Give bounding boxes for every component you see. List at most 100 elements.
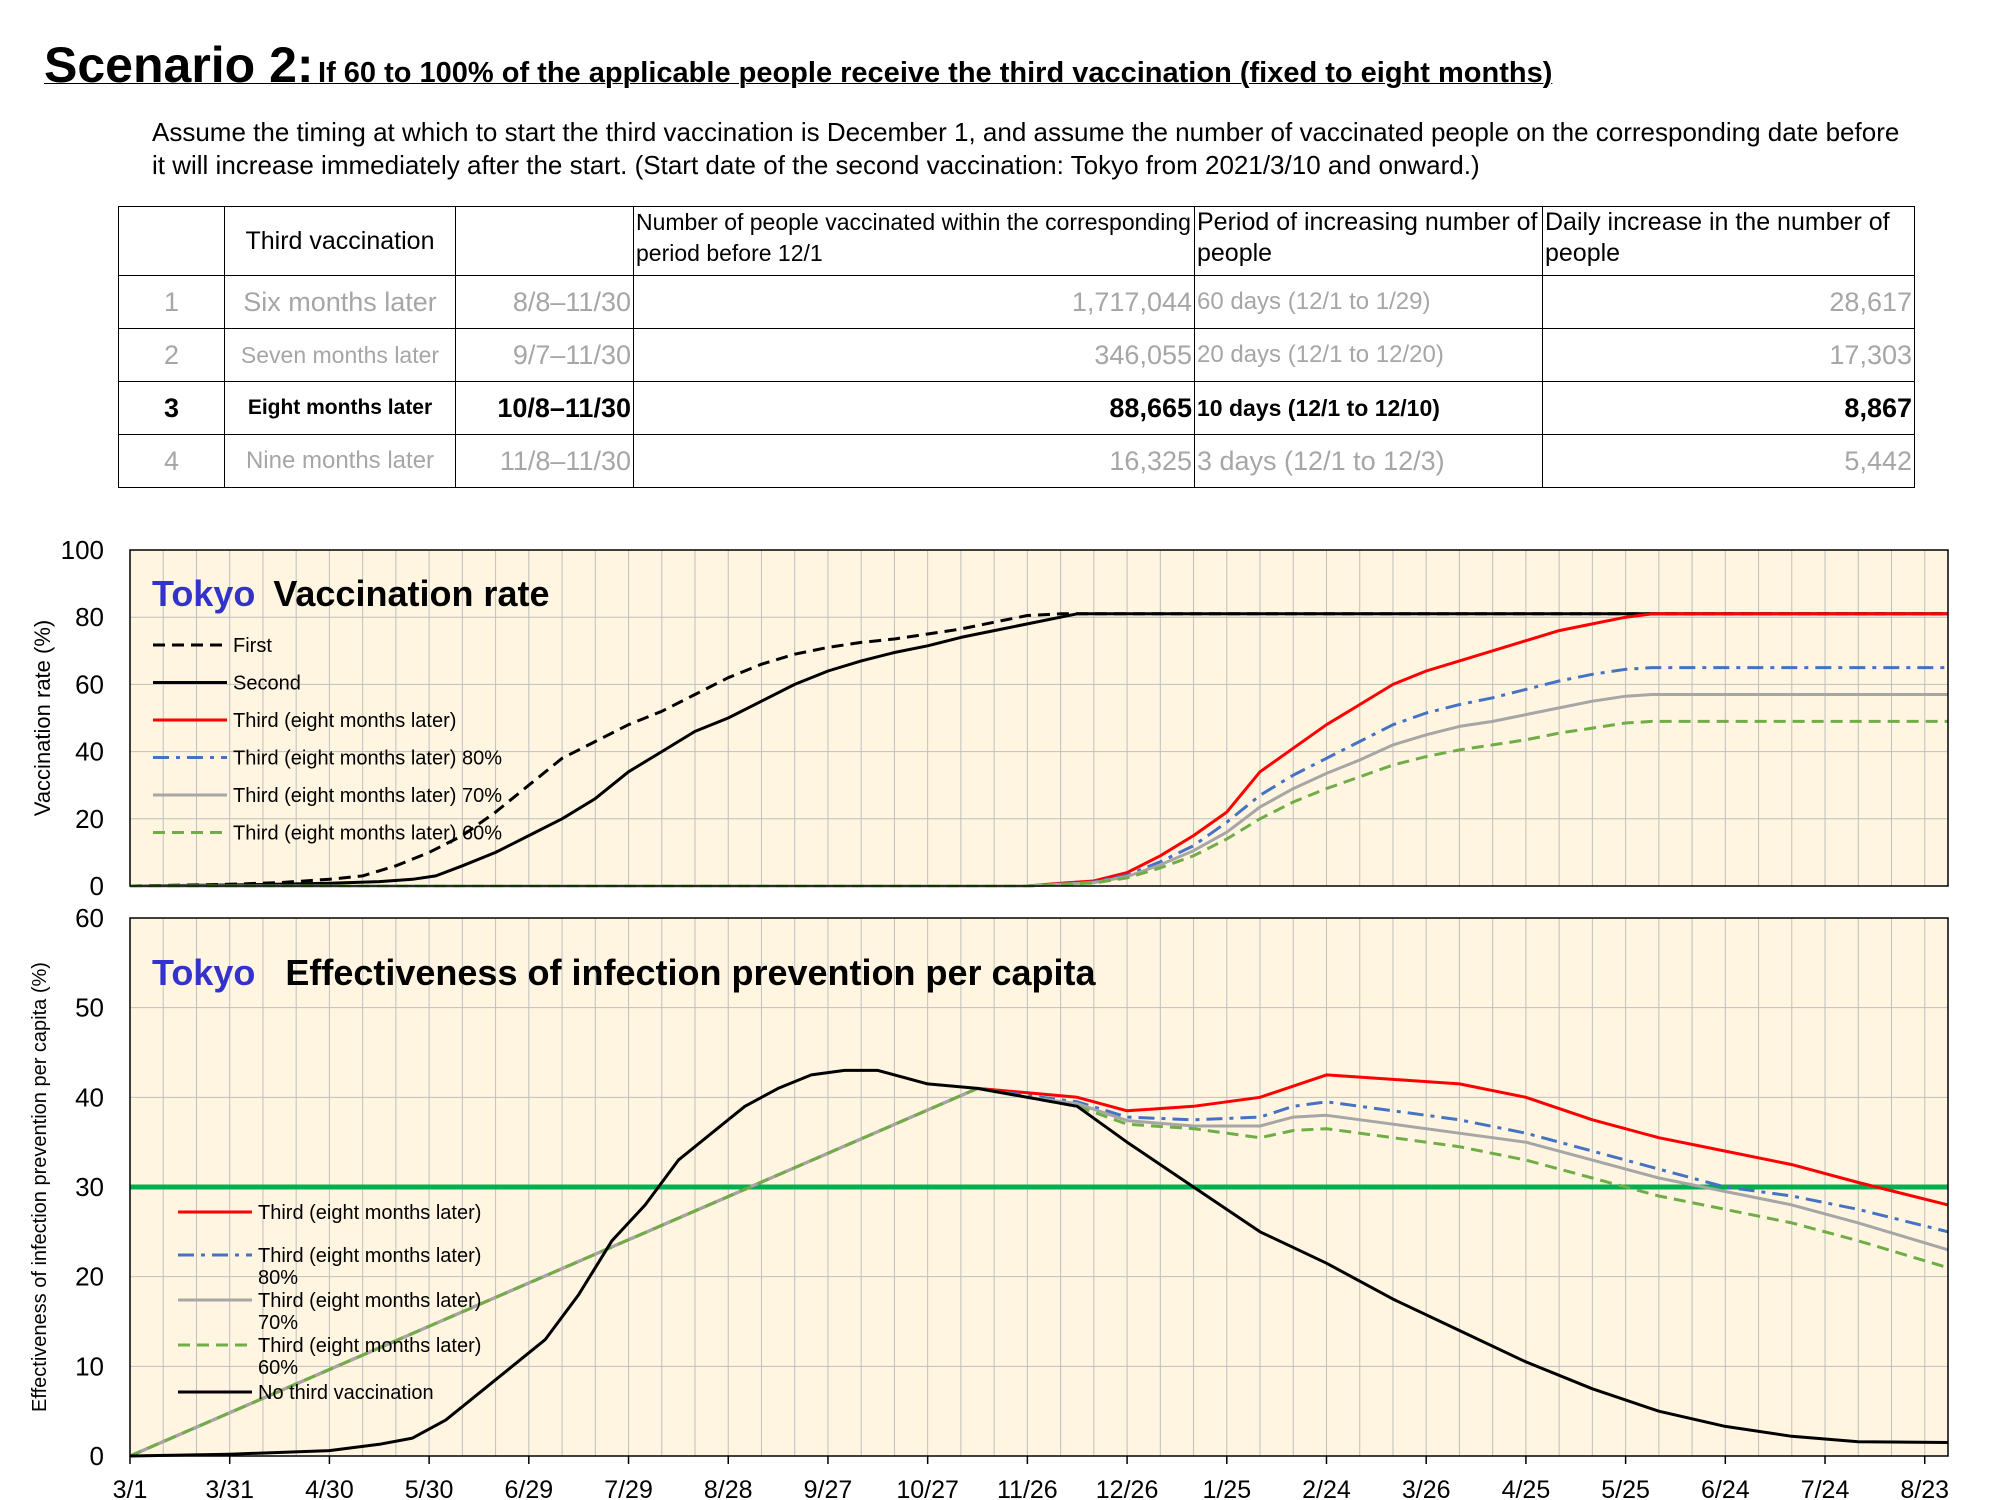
chart-title-main: Vaccination rate xyxy=(273,573,549,614)
row-period: 60 days (12/1 to 1/29) xyxy=(1194,275,1543,329)
row-count: 16,325 xyxy=(633,434,1195,488)
legend-label: Third (eight months later) 70% xyxy=(233,785,502,807)
y-axis-ticks: 0 20 40 60 80 100 xyxy=(61,535,104,901)
row-count: 346,055 xyxy=(633,328,1195,382)
x-tick-label: 7/24 xyxy=(1801,1476,1850,1500)
table-header-cell xyxy=(455,206,634,276)
x-tick-label: 4/30 xyxy=(305,1476,354,1500)
y-tick-label: 100 xyxy=(61,535,104,565)
row-number: 2 xyxy=(118,328,225,382)
x-axis-ticks: 3/1 3/31 4/30 5/30 6/29 7/29 8/28 9/27 10/27 11/2… xyxy=(113,1456,1949,1500)
y-tick-label: 40 xyxy=(75,737,104,767)
x-tick-label: 3/26 xyxy=(1402,1476,1451,1500)
legend-label: Third (eight months later) xyxy=(258,1245,481,1267)
plot-area xyxy=(130,550,1948,886)
x-tick-label: 3/31 xyxy=(205,1476,254,1500)
legend-label: Third (eight months later) xyxy=(233,710,456,732)
y-tick-label: 0 xyxy=(90,1441,104,1471)
legend-label: Third (eight months later) xyxy=(258,1335,481,1357)
series-line xyxy=(129,612,1948,888)
row-daily: 17,303 xyxy=(1542,328,1915,382)
table-row: 2 Seven months later 9/7–11/30 346,055 2… xyxy=(118,328,1915,382)
table-row-highlighted: 3 Eight months later 10/8–11/30 88,665 1… xyxy=(118,381,1915,435)
legend-label: 60% xyxy=(258,1357,298,1379)
legend: First Second Third (eight months later) Thi… xyxy=(153,635,502,845)
row-timing: Seven months later xyxy=(224,328,456,382)
x-tick-label: 5/30 xyxy=(405,1476,454,1500)
table-header-cell: Period of increasing number of people xyxy=(1194,206,1543,276)
legend-label: 70% xyxy=(258,1312,298,1334)
table-header-cell: Number of people vaccinated within the c… xyxy=(633,206,1195,276)
chart-title-prefix: Tokyo xyxy=(152,573,255,614)
x-tick-label: 5/25 xyxy=(1601,1476,1650,1500)
y-axis-label: Effectiveness of infection prevention pe… xyxy=(29,962,51,1412)
x-tick-label: 2/24 xyxy=(1302,1476,1351,1500)
table-header-cell: Daily increase in the number of people xyxy=(1542,206,1915,276)
legend-label: Third (eight months later) 60% xyxy=(233,823,502,845)
series-line xyxy=(129,1068,1949,1458)
table-row: 1 Six months later 8/8–11/30 1,717,044 6… xyxy=(118,275,1915,329)
x-tick-label: 10/27 xyxy=(896,1476,959,1500)
legend-label: Third (eight months later) 80% xyxy=(233,748,502,770)
row-timing: Eight months later xyxy=(224,381,456,435)
y-tick-label: 60 xyxy=(75,669,104,699)
plot-border xyxy=(129,917,1949,1457)
legend: Third (eight months later) Third (eight m… xyxy=(178,1202,481,1404)
row-period: 10 days (12/1 to 12/10) xyxy=(1194,381,1543,435)
legend-label: Third (eight months later) xyxy=(258,1290,481,1312)
row-date-range: 10/8–11/30 xyxy=(455,381,634,435)
page-title: Scenario 2: If 60 to 100% of the applica… xyxy=(44,36,1552,94)
series-line xyxy=(130,666,1948,888)
row-daily: 5,442 xyxy=(1542,434,1915,488)
infection-prevention-chart: 0 10 20 30 40 50 60 3/1 3/31 4/30 5/30 6/29 7/29 8/2… xyxy=(29,903,1949,1500)
row-daily: 28,617 xyxy=(1542,275,1915,329)
x-tick-label: 8/23 xyxy=(1900,1476,1949,1500)
series-line xyxy=(129,1086,1949,1458)
series-lines xyxy=(129,1068,1949,1458)
row-daily: 8,867 xyxy=(1542,381,1915,435)
legend-label: 80% xyxy=(258,1267,298,1289)
row-count: 88,665 xyxy=(633,381,1195,435)
chart-title: Tokyo Vaccination rate xyxy=(152,573,549,614)
vaccination-table: Third vaccination Number of people vacci… xyxy=(118,206,1915,488)
y-tick-label: 50 xyxy=(75,993,104,1023)
x-tick-label: 6/29 xyxy=(504,1476,553,1500)
x-tick-label: 1/25 xyxy=(1202,1476,1251,1500)
y-tick-label: 20 xyxy=(75,804,104,834)
series-line xyxy=(129,1073,1949,1458)
row-timing: Nine months later xyxy=(224,434,456,488)
x-tick-label: 11/26 xyxy=(997,1476,1058,1500)
scenario-label: Scenario 2: xyxy=(44,37,314,93)
table-header-cell: Third vaccination xyxy=(224,206,456,276)
x-tick-label: 12/26 xyxy=(1096,1476,1159,1500)
row-date-range: 11/8–11/30 xyxy=(455,434,634,488)
x-tick-label: 6/24 xyxy=(1701,1476,1750,1500)
y-tick-label: 20 xyxy=(75,1262,104,1292)
x-tick-label: 3/1 xyxy=(113,1476,148,1500)
table-row: 4 Nine months later 11/8–11/30 16,325 3 … xyxy=(118,434,1915,488)
row-period: 20 days (12/1 to 12/20) xyxy=(1194,328,1543,382)
x-tick-label: 7/29 xyxy=(604,1476,653,1500)
y-tick-label: 10 xyxy=(75,1351,104,1381)
series-line xyxy=(130,612,1948,888)
row-date-range: 8/8–11/30 xyxy=(455,275,634,329)
y-tick-label: 0 xyxy=(90,871,104,901)
y-tick-label: 80 xyxy=(75,602,104,632)
row-period: 3 days (12/1 to 12/3) xyxy=(1194,434,1543,488)
gridlines xyxy=(129,549,1948,887)
plot-border xyxy=(129,549,1949,887)
legend-label: Second xyxy=(233,673,301,695)
legend-label: No third vaccination xyxy=(258,1382,434,1404)
scenario-subtitle: If 60 to 100% of the applicable people r… xyxy=(318,57,1553,89)
vaccination-rate-chart: 0 20 40 60 80 100 Tokyo Vaccination rate Vacc… xyxy=(30,535,1949,901)
x-tick-label: 4/25 xyxy=(1502,1476,1551,1500)
table-header-row: Third vaccination Number of people vacci… xyxy=(118,206,1915,276)
chart-title-main: Effectiveness of infection prevention pe… xyxy=(285,952,1096,993)
chart-title-prefix: Tokyo xyxy=(152,952,255,993)
x-tick-label: 8/28 xyxy=(704,1476,753,1500)
row-count: 1,717,044 xyxy=(633,275,1195,329)
chart-title: Tokyo Effectiveness of infection prevent… xyxy=(152,952,1097,993)
y-axis-ticks: 0 10 20 30 40 50 60 xyxy=(75,903,104,1471)
table-header-cell xyxy=(118,206,225,276)
